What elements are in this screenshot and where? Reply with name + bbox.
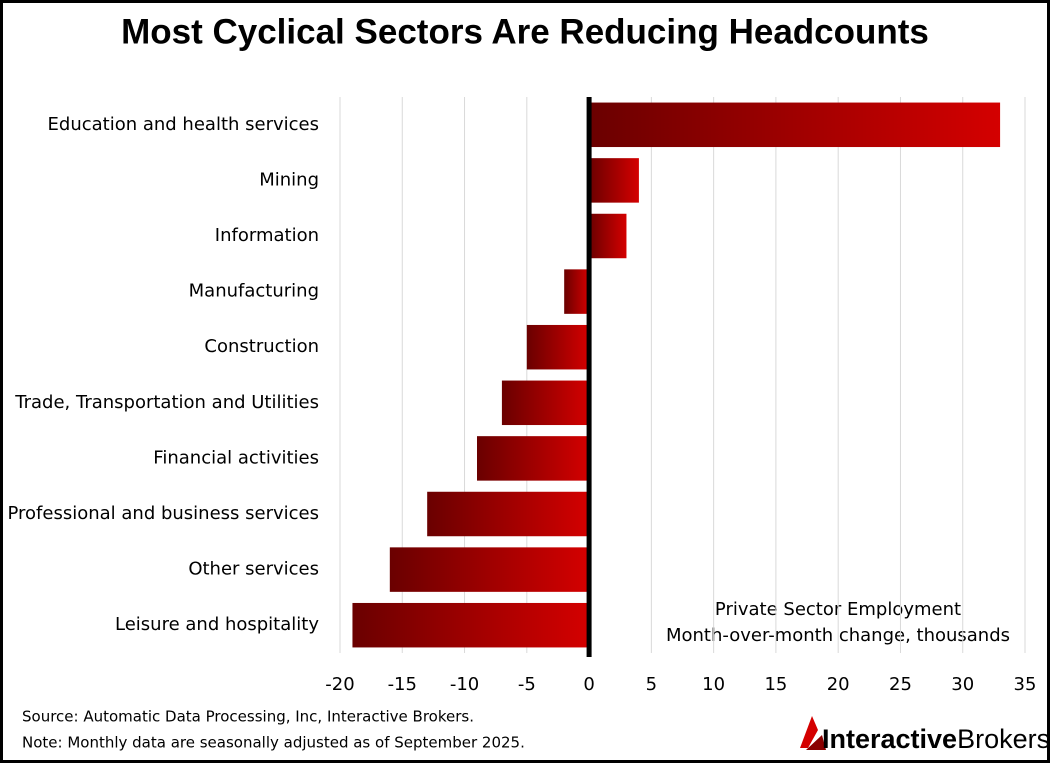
source: Source: Automatic Data Processing, Inc, … <box>22 708 474 726</box>
x-tick-label: 35 <box>1014 674 1037 695</box>
x-tick-label: 20 <box>827 674 850 695</box>
x-tick-label: 0 <box>583 674 594 695</box>
x-tick-label: -5 <box>518 674 536 695</box>
bar <box>477 436 590 481</box>
bar <box>526 324 590 370</box>
bar <box>564 269 590 314</box>
chart-title: Most Cyclical Sectors Are Reducing Headc… <box>121 12 929 51</box>
bar <box>589 213 627 259</box>
bar <box>389 547 590 592</box>
y-tick-label: Trade, Transportation and Utilities <box>14 392 319 413</box>
y-tick-label: Manufacturing <box>189 281 319 302</box>
logo-text: InteractiveBrokers <box>822 724 1050 754</box>
y-tick-label: Construction <box>204 336 319 357</box>
bar <box>589 158 639 203</box>
logo-icon <box>806 735 826 750</box>
logo-text: Interactive <box>822 724 957 754</box>
logo-icon <box>800 716 818 748</box>
y-tick-label: Information <box>215 225 319 246</box>
bar <box>501 380 590 426</box>
x-tick-label: 5 <box>646 674 657 695</box>
logo-text: Brokers <box>957 724 1050 754</box>
x-tick-label: 15 <box>764 674 787 695</box>
x-tick-label: 30 <box>951 674 974 695</box>
note: Note: Monthly data are seasonally adjust… <box>22 734 525 752</box>
x-tick-label: 25 <box>889 674 912 695</box>
y-tick-label: Mining <box>259 169 319 190</box>
x-tick-label: -15 <box>388 674 417 695</box>
y-tick-label: Professional and business services <box>7 503 319 524</box>
x-tick-label: 10 <box>702 674 725 695</box>
bar <box>589 102 1001 148</box>
x-tick-label: -20 <box>325 674 354 695</box>
y-tick-label: Leisure and hospitality <box>115 614 319 635</box>
y-tick-label: Financial activities <box>153 447 319 468</box>
x-tick-label: -10 <box>450 674 479 695</box>
bar <box>427 491 590 537</box>
y-tick-label: Education and health services <box>48 114 319 135</box>
bar <box>352 602 590 648</box>
y-tick-label: Other services <box>188 559 319 580</box>
